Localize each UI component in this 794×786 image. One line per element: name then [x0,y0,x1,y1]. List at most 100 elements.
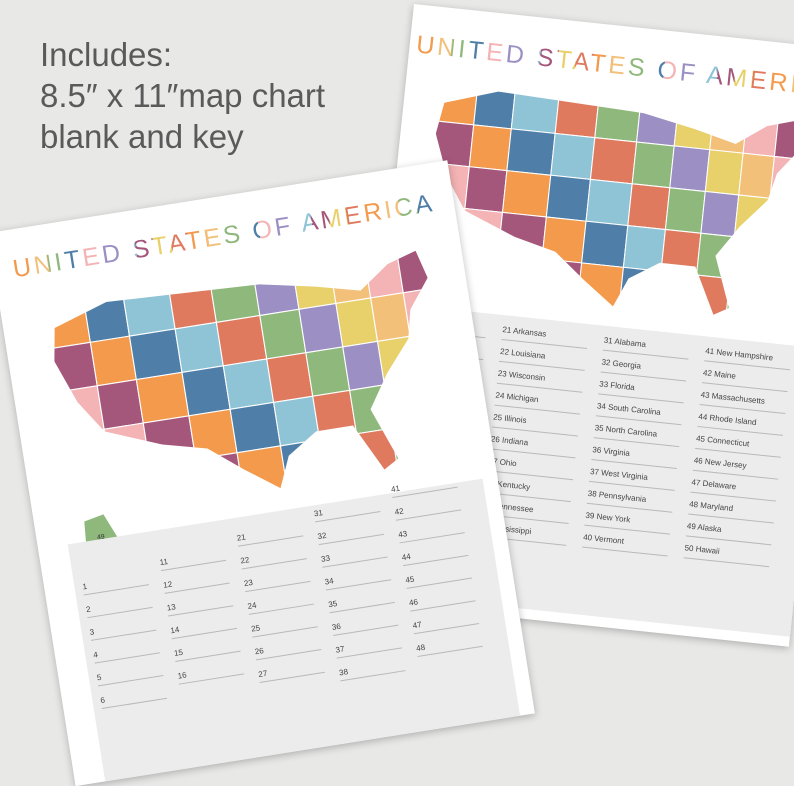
sheet-title: UNITED STATES OF AMERICA [11,189,437,283]
state [724,277,762,325]
state [167,278,218,330]
key-number: 37 [589,466,600,477]
blank-number: 24 [246,591,315,615]
state [497,211,547,260]
state [673,103,715,151]
blank-number: 44 [401,542,469,567]
page: Includes: 8.5″ x 11″map chart blank and … [0,4,794,786]
state [349,384,392,435]
state [459,207,504,255]
state [636,99,680,147]
key-name: Rhode Island [709,413,757,428]
state [252,265,300,317]
key-item: 44 Rhode Island [697,412,785,436]
state [589,137,638,185]
blank-number: 34 [324,567,392,591]
heading-line: Includes: [40,36,173,73]
state [402,287,442,337]
key-number: 34 [596,401,607,412]
blank-number: 46 [408,588,476,612]
key-name: Alabama [614,336,647,350]
blank-number: 16 [176,661,245,685]
state [669,145,711,193]
state [627,183,671,231]
state [272,395,321,447]
blank-number: 36 [331,612,399,636]
state [576,262,624,310]
key-name: Virginia [603,446,631,459]
key-number: 36 [591,445,602,455]
state [545,174,592,222]
state [66,472,119,521]
key-name: New Jersey [704,456,747,471]
state [618,266,662,314]
key-number: 25 [492,412,503,423]
state [550,132,596,180]
blank-number: 14 [169,616,238,640]
state [181,365,231,417]
blank-number: 45 [404,565,473,589]
state [46,298,91,350]
state [423,417,457,468]
state [383,379,425,429]
state [215,314,268,367]
key-number: 35 [594,423,605,434]
state [363,249,404,299]
key-name: Indiana [501,435,529,448]
key-item: 26 Indiana [489,434,577,459]
state [229,401,282,454]
blank-number: 23 [243,568,311,593]
key-item: 39 New York [584,510,672,535]
key-item: 40 Vermont [582,532,670,557]
key-item: 34 South Carolina [595,401,683,426]
state [259,308,307,360]
key-number: 46 [693,455,704,466]
key-name: Wisconsin [508,369,546,383]
state [656,270,698,318]
state [581,220,629,268]
blank-number: 32 [316,521,385,546]
state [660,228,702,276]
state [765,197,794,244]
key-item: 37 West Virginia [589,466,677,491]
state [376,335,418,386]
key-name: Vermont [593,533,625,546]
key-name: Kentucky [496,479,531,492]
key-number: 32 [601,357,611,368]
key-name: New York [596,511,631,525]
blank-number: 43 [397,520,465,544]
key-number: 38 [587,488,598,499]
key-number: 21 [501,325,512,335]
key-item: 41 New Hampshire [704,346,792,371]
blank-number: 37 [334,635,403,659]
key-name: Illinois [503,413,527,426]
key-number: 31 [603,335,614,346]
blank-number: 25 [250,614,318,638]
state [208,271,261,324]
blank-number: 2 [85,595,153,619]
key-number: 40 [582,532,593,543]
key-item: 45 Connecticut [695,433,783,458]
state [82,292,131,343]
key-item: 25 Illinois [492,412,580,437]
state [409,330,449,381]
state [622,224,666,272]
key-number: 33 [598,379,609,390]
key-item: 48 Maryland [688,499,776,524]
state [318,433,365,484]
state [431,83,479,126]
blank-number: 33 [320,544,388,568]
state [312,389,358,441]
key-item: 47 Delaware [690,477,778,502]
state [395,249,435,294]
state [501,170,552,218]
key-name: Georgia [612,358,642,371]
state [585,178,633,227]
key-item: 21 Arkansas [501,325,589,349]
state [709,107,749,154]
blank-number: 6 [99,685,168,710]
state [298,302,344,354]
blank-number: 12 [162,570,230,594]
state [328,253,372,305]
blank-number: 27 [257,659,325,684]
